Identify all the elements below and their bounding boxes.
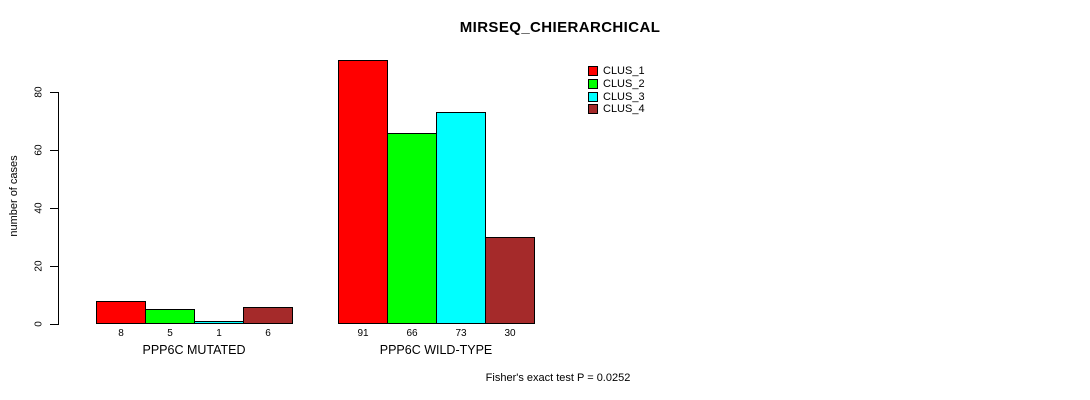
bar-value-label: 91 (357, 328, 369, 339)
y-tick-label: 20 (33, 260, 45, 272)
y-tick-mark (50, 92, 58, 93)
legend-label: CLUS_4 (603, 103, 645, 116)
y-tick-mark (50, 150, 58, 151)
y-tick-mark (50, 324, 58, 325)
y-tick-mark (50, 266, 58, 267)
bar-value-label: 66 (406, 328, 418, 339)
y-tick-label: 80 (33, 86, 45, 98)
legend-swatch (588, 66, 598, 77)
bar-value-label: 30 (504, 328, 516, 339)
legend-swatch (588, 104, 598, 115)
bar-clus_3-group1 (194, 321, 244, 324)
group-label: PPP6C MUTATED (142, 343, 246, 357)
bar-value-label: 6 (265, 328, 271, 339)
legend-swatch (588, 79, 598, 90)
y-axis-title: number of cases (8, 155, 20, 237)
bar-clus_4-group1 (243, 307, 293, 324)
legend-item-clus_1: CLUS_1 (588, 65, 645, 78)
legend-item-clus_3: CLUS_3 (588, 90, 645, 103)
legend-label: CLUS_3 (603, 90, 645, 103)
bar-clus_2-group2 (387, 133, 437, 324)
stat-annotation: Fisher's exact test P = 0.0252 (485, 372, 631, 384)
y-tick-mark (50, 208, 58, 209)
legend-label: CLUS_2 (603, 78, 645, 91)
bar-value-label: 73 (455, 328, 467, 339)
legend-swatch (588, 91, 598, 102)
legend: CLUS_1 CLUS_2 CLUS_3 CLUS_4 (588, 65, 645, 116)
bar-clus_4-group2 (485, 237, 535, 324)
chart-title: MIRSEQ_CHIERARCHICAL (459, 19, 661, 36)
bar-clus_1-group2 (338, 60, 388, 324)
bar-value-label: 5 (167, 328, 173, 339)
y-tick-label: 40 (33, 202, 45, 214)
legend-item-clus_4: CLUS_4 (588, 103, 645, 116)
bar-value-label: 8 (118, 328, 124, 339)
bar-clus_2-group1 (145, 309, 195, 324)
y-tick-label: 60 (33, 144, 45, 156)
y-tick-label: 0 (33, 321, 45, 327)
legend-label: CLUS_1 (603, 65, 645, 78)
bar-value-label: 1 (216, 328, 222, 339)
y-axis-line (58, 92, 59, 325)
legend-item-clus_2: CLUS_2 (588, 78, 645, 91)
bar-clus_1-group1 (96, 301, 146, 324)
group-label: PPP6C WILD-TYPE (379, 343, 493, 357)
bar-clus_3-group2 (436, 112, 486, 324)
